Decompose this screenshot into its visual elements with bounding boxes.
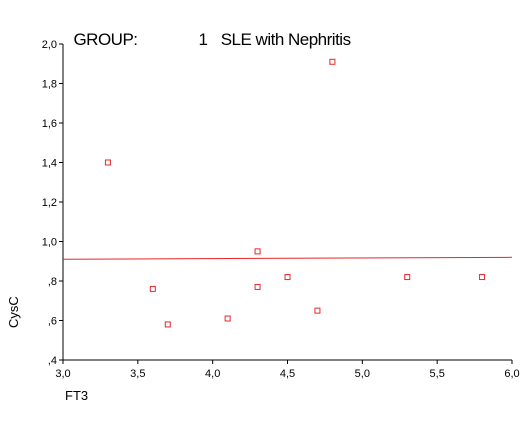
y-tick-label: 1,8 — [42, 79, 57, 91]
data-point — [224, 315, 231, 322]
y-tick-label: 1,6 — [42, 118, 57, 130]
data-point — [284, 274, 291, 281]
title-group-text: SLE with Nephritis — [220, 30, 351, 49]
x-tick-label: 3,5 — [130, 368, 145, 380]
x-tick-label: 6,0 — [504, 368, 519, 380]
chart-title: GROUP: 1 SLE with Nephritis — [65, 10, 351, 50]
data-point — [404, 274, 411, 281]
data-point — [149, 285, 156, 292]
fit-line — [62, 256, 513, 260]
points-group — [104, 58, 486, 328]
title-group-label: GROUP: — [73, 30, 138, 49]
ticks: ,4 ,6 ,8 1,0 1,2 1,4 1,6 1,8 2,0 3,0 3,5 4,0 4,5 5,0 5… — [42, 39, 520, 380]
y-tick-label: ,8 — [48, 276, 57, 288]
y-tick-label: 2,0 — [42, 39, 57, 51]
y-tick-label: 1,4 — [42, 158, 57, 170]
x-tick-label: 5,0 — [355, 368, 370, 380]
data-point — [254, 248, 261, 255]
data-point — [164, 321, 171, 328]
x-tick-label: 4,0 — [205, 368, 220, 380]
data-point — [104, 159, 111, 166]
data-point — [479, 274, 486, 281]
x-axis-label: FT3 — [65, 388, 89, 403]
fit-line-group — [62, 256, 513, 260]
y-axis-label: CysC — [6, 296, 21, 328]
data-point — [329, 58, 336, 65]
x-tick-label: 5,5 — [430, 368, 445, 380]
axes — [62, 44, 512, 361]
title-group-number: 1 — [198, 30, 208, 49]
data-point — [314, 307, 321, 314]
x-tick-label: 4,5 — [280, 368, 295, 380]
y-tick-label: 1,2 — [42, 197, 57, 209]
data-point — [254, 283, 261, 290]
y-tick-label: ,4 — [48, 355, 57, 367]
y-tick-label: ,6 — [48, 316, 57, 328]
y-tick-label: 1,0 — [42, 237, 57, 249]
x-tick-label: 3,0 — [55, 368, 70, 380]
